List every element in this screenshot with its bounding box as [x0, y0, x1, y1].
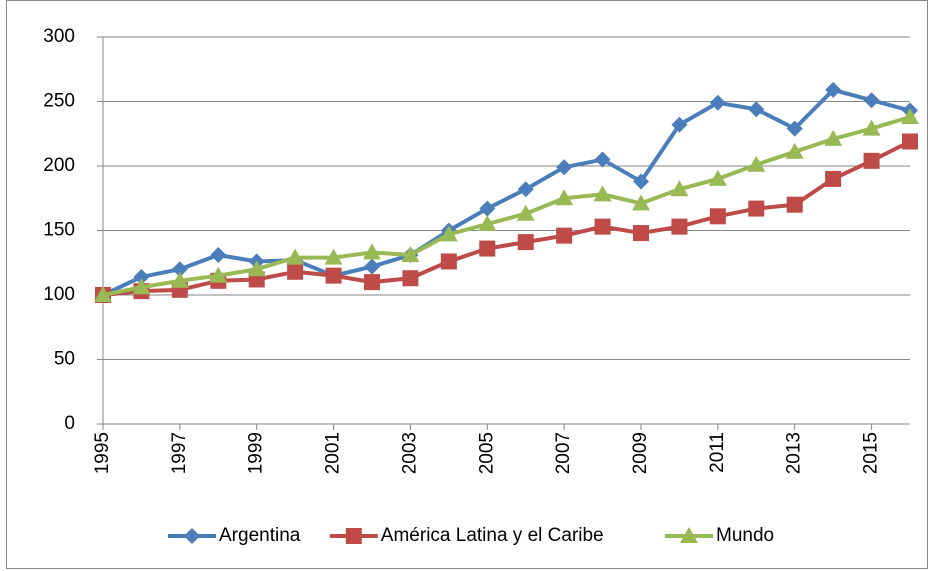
legend-marker [184, 528, 200, 544]
legend-label: Mundo [716, 525, 774, 546]
marker [748, 101, 765, 118]
marker [401, 246, 420, 263]
x-tick-label: 1995 [92, 432, 113, 474]
marker [785, 142, 804, 159]
x-tick-label: 2003 [399, 432, 420, 474]
x-tick-label: 2011 [707, 432, 728, 473]
marker [863, 152, 880, 169]
marker [863, 92, 880, 109]
marker [747, 155, 766, 172]
marker [287, 263, 304, 280]
marker [671, 116, 688, 133]
marker [363, 243, 381, 260]
x-tick-label: 2001 [323, 432, 344, 474]
marker [324, 248, 343, 265]
marker [709, 94, 726, 111]
x-tick-label: 2013 [784, 432, 805, 474]
marker [709, 208, 726, 225]
x-tick-label: 2015 [861, 432, 882, 474]
marker [825, 81, 842, 98]
y-tick-label: 300 [43, 26, 75, 47]
marker [556, 227, 573, 244]
marker [670, 180, 689, 197]
marker [594, 151, 611, 168]
marker [479, 240, 496, 257]
legend-marker [345, 528, 362, 544]
marker [632, 194, 650, 211]
series-line [102, 87, 911, 297]
marker [594, 218, 611, 235]
marker [825, 170, 842, 187]
marker [133, 268, 150, 285]
y-tick-label: 0 [64, 413, 75, 434]
legend-label: Argentina [219, 525, 301, 546]
marker [478, 215, 497, 232]
marker [440, 253, 457, 270]
marker [364, 258, 380, 275]
marker [402, 270, 419, 287]
x-tick-label: 2009 [630, 432, 651, 474]
y-tick-label: 250 [43, 91, 75, 112]
y-tick-label: 100 [43, 284, 75, 305]
marker [94, 286, 112, 302]
marker [593, 185, 612, 202]
marker [517, 181, 534, 198]
x-tick-label: 2005 [476, 432, 497, 474]
series-line [102, 115, 911, 297]
marker [786, 196, 803, 213]
marker [671, 218, 688, 235]
y-tick-label: 150 [43, 220, 75, 241]
marker [132, 278, 151, 295]
y-tick-label: 200 [43, 155, 75, 176]
marker [824, 129, 843, 146]
marker [708, 169, 727, 186]
x-tick-label: 2007 [553, 432, 574, 474]
series-line [102, 139, 911, 297]
legend-label: América Latina y el Caribe [381, 525, 604, 546]
marker [633, 225, 649, 242]
marker [556, 159, 573, 176]
marker [170, 271, 189, 288]
marker [325, 267, 342, 284]
marker [364, 274, 380, 291]
marker [517, 234, 534, 251]
y-tick-label: 50 [54, 349, 75, 370]
marker [286, 248, 305, 265]
marker [439, 225, 458, 242]
marker [902, 133, 918, 150]
marker [748, 200, 765, 217]
marker [516, 204, 535, 221]
x-tick-label: 1999 [246, 432, 267, 474]
marker [555, 189, 574, 206]
marker [901, 107, 919, 124]
marker [786, 120, 803, 137]
legend-marker [680, 527, 698, 543]
marker [247, 260, 266, 277]
marker [633, 173, 649, 190]
marker [209, 266, 228, 283]
marker [479, 200, 496, 217]
marker [171, 261, 188, 278]
marker [862, 119, 881, 136]
x-tick-label: 1997 [169, 432, 190, 474]
marker [210, 247, 227, 264]
